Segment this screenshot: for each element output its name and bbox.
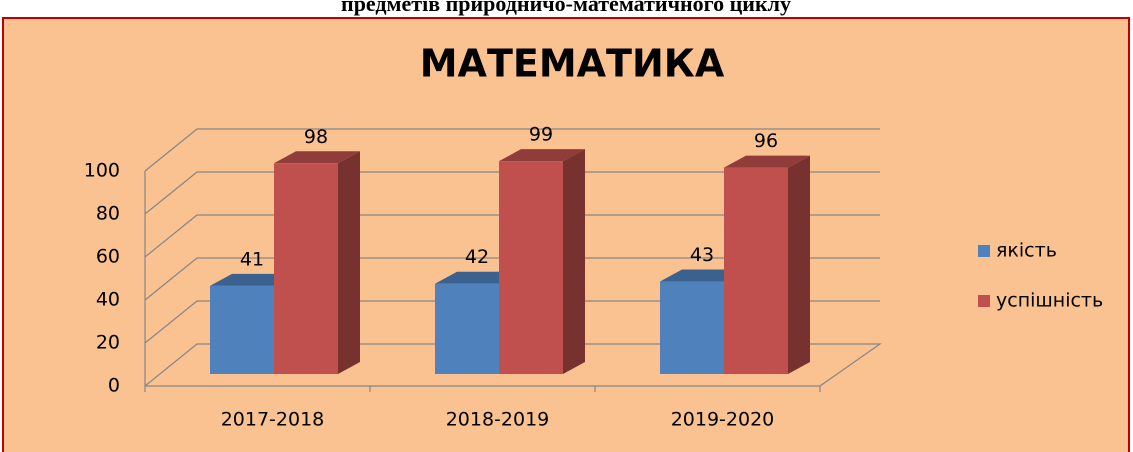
bar [724,155,810,374]
y-tick-label: 60 [96,246,120,268]
bar-side [338,151,360,374]
chart-title: МАТЕМАТИКА [420,42,725,86]
grid-line [144,171,880,215]
bar [499,149,585,374]
caption: предметів природничо-математичного циклу [341,0,791,16]
bar-front [660,281,724,374]
bar-front [435,283,499,374]
y-tick-label: 40 [96,289,120,311]
data-label: 41 [240,248,264,270]
data-label: 96 [754,130,778,152]
x-tick-label: 2017-2018 [221,409,325,431]
x-tick-label: 2018-2019 [446,409,550,431]
grid-line [144,128,880,172]
y-tick-label: 0 [108,375,120,397]
bar-side [563,149,585,374]
bar-front [274,163,338,374]
y-tick-label: 80 [96,203,120,225]
grid-line [144,257,880,301]
y-tick-label: 100 [84,160,120,182]
data-label: 42 [465,246,489,268]
x-tick-label: 2019-2020 [671,409,775,431]
grid-line [144,300,880,344]
data-label: 43 [690,244,714,266]
legend-swatch [978,295,990,307]
bar-front [499,161,563,374]
bar-front [724,167,788,374]
bar-front [210,285,274,374]
bar-top [499,149,585,162]
bar-top [274,151,360,164]
legend-swatch [978,245,990,257]
bar-side [788,155,810,374]
data-label: 99 [529,124,553,146]
bar [274,151,360,374]
legend-label: якість [996,240,1057,262]
y-tick-label: 20 [96,332,120,354]
legend-label: успішність [996,290,1103,312]
bar-top [724,155,810,168]
grid-line [144,214,880,258]
data-label: 98 [304,126,328,148]
